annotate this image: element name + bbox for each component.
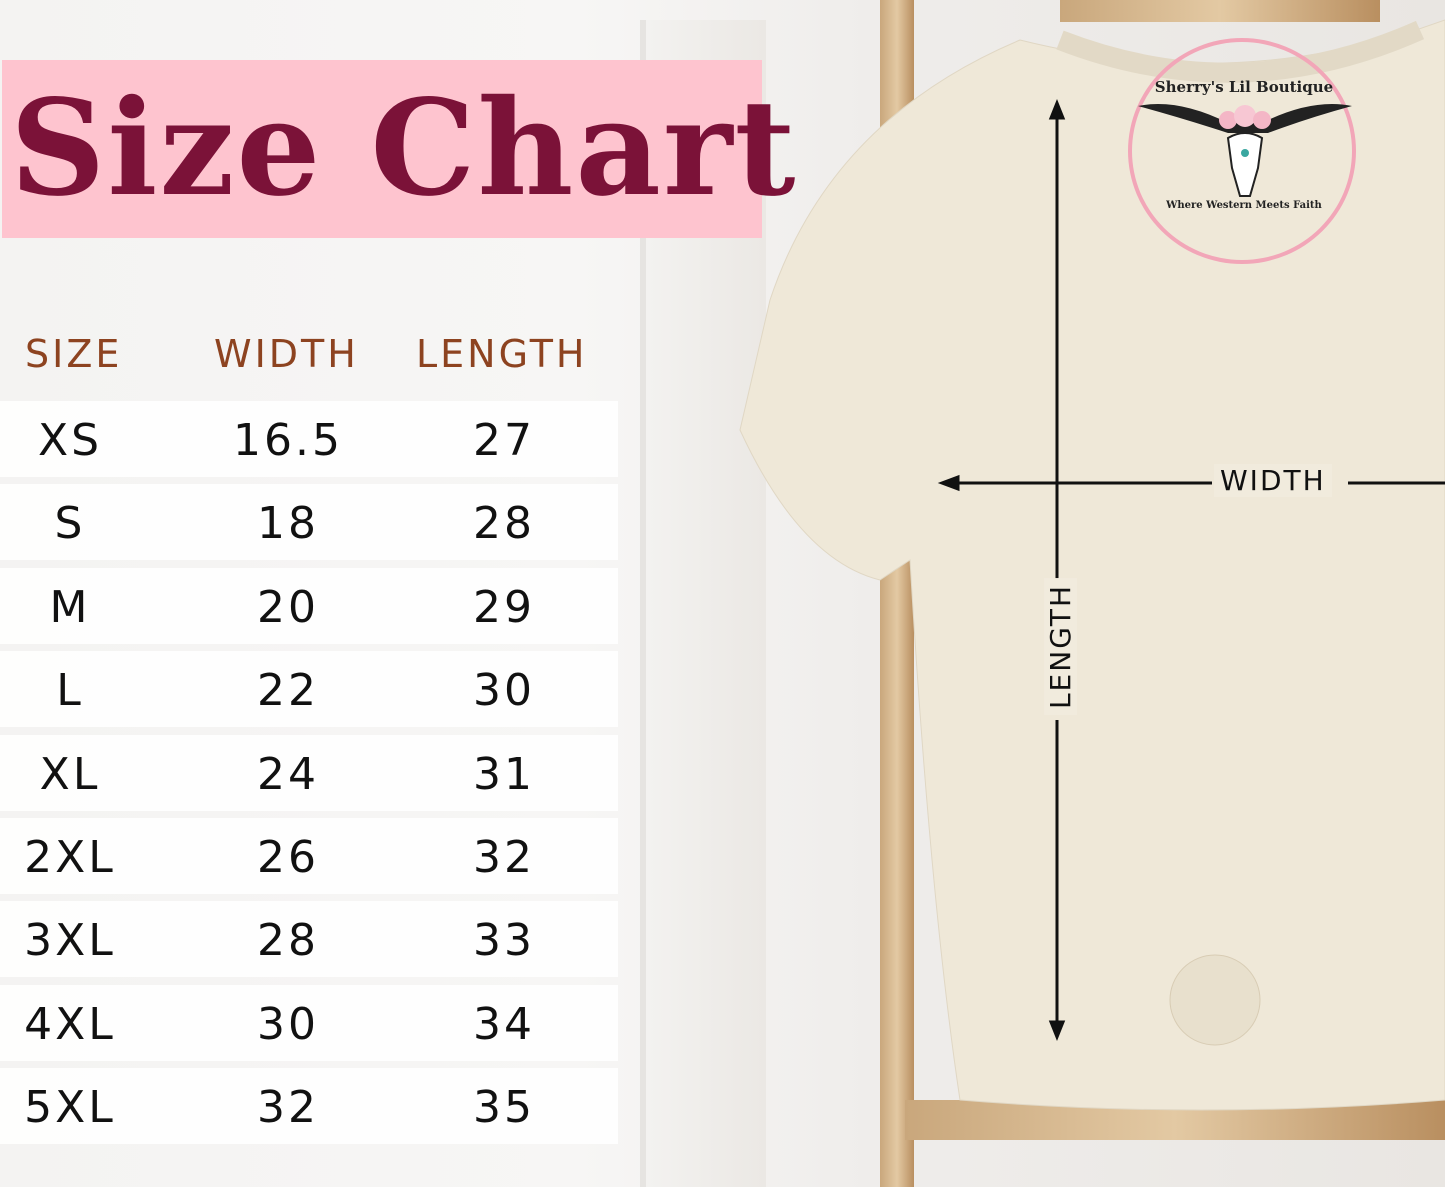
table-row: 2XL 26 32 bbox=[0, 818, 618, 894]
cell-width: 32 bbox=[257, 1082, 319, 1134]
hanger bbox=[1060, 0, 1380, 22]
logo-name: Sherry's Lil Boutique bbox=[1154, 78, 1334, 96]
cell-width: 24 bbox=[257, 748, 319, 800]
table-row: 4XL 30 34 bbox=[0, 984, 618, 1061]
cell-size: S bbox=[54, 498, 86, 550]
cell-length: 33 bbox=[473, 915, 535, 967]
table-row: XL 24 31 bbox=[0, 734, 618, 811]
page-title: Size Chart bbox=[10, 71, 798, 226]
cell-size: 4XL bbox=[24, 998, 116, 1050]
cell-width: 30 bbox=[257, 998, 319, 1050]
width-label: WIDTH bbox=[1214, 464, 1332, 497]
boutique-logo bbox=[1128, 38, 1356, 264]
cell-length: 28 bbox=[473, 498, 535, 550]
cell-length: 32 bbox=[473, 832, 535, 883]
cell-size: 5XL bbox=[24, 1082, 116, 1134]
table-row: S 18 28 bbox=[0, 484, 618, 561]
table-row: XS 16.5 27 bbox=[0, 401, 618, 477]
table-row: 3XL 28 33 bbox=[0, 901, 618, 978]
cell-size: XL bbox=[39, 748, 101, 800]
length-arrow bbox=[1048, 98, 1066, 1042]
cell-width: 16.5 bbox=[233, 415, 343, 466]
cell-length: 30 bbox=[473, 665, 535, 717]
length-label: LENGTH bbox=[1044, 577, 1078, 716]
header-length: LENGTH bbox=[416, 332, 588, 376]
longhorn-skull-icon bbox=[1138, 104, 1352, 197]
cell-length: 31 bbox=[473, 748, 535, 800]
table-row: L 22 30 bbox=[0, 651, 618, 728]
table-row: 5XL 32 35 bbox=[0, 1068, 618, 1145]
cell-width: 18 bbox=[257, 498, 319, 550]
cell-size: M bbox=[49, 581, 91, 633]
cell-size: XS bbox=[37, 415, 103, 466]
cell-length: 29 bbox=[473, 581, 535, 633]
tshirt-knot bbox=[1169, 954, 1261, 1046]
cell-size: L bbox=[56, 665, 84, 717]
cell-width: 20 bbox=[257, 581, 319, 633]
header-width: WIDTH bbox=[214, 332, 359, 376]
title-banner bbox=[2, 60, 762, 238]
header-size: SIZE bbox=[25, 332, 123, 376]
cell-width: 22 bbox=[257, 665, 319, 717]
cell-length: 34 bbox=[473, 998, 535, 1050]
cell-length: 35 bbox=[473, 1082, 535, 1134]
cell-width: 26 bbox=[257, 832, 319, 883]
cell-size: 2XL bbox=[24, 832, 116, 883]
logo-tagline: Where Western Meets Faith bbox=[1166, 200, 1322, 211]
width-arrow bbox=[937, 474, 1445, 492]
table-row: M 20 29 bbox=[0, 567, 618, 644]
cell-width: 28 bbox=[257, 915, 319, 967]
cell-length: 27 bbox=[473, 415, 535, 466]
cell-size: 3XL bbox=[24, 915, 116, 967]
